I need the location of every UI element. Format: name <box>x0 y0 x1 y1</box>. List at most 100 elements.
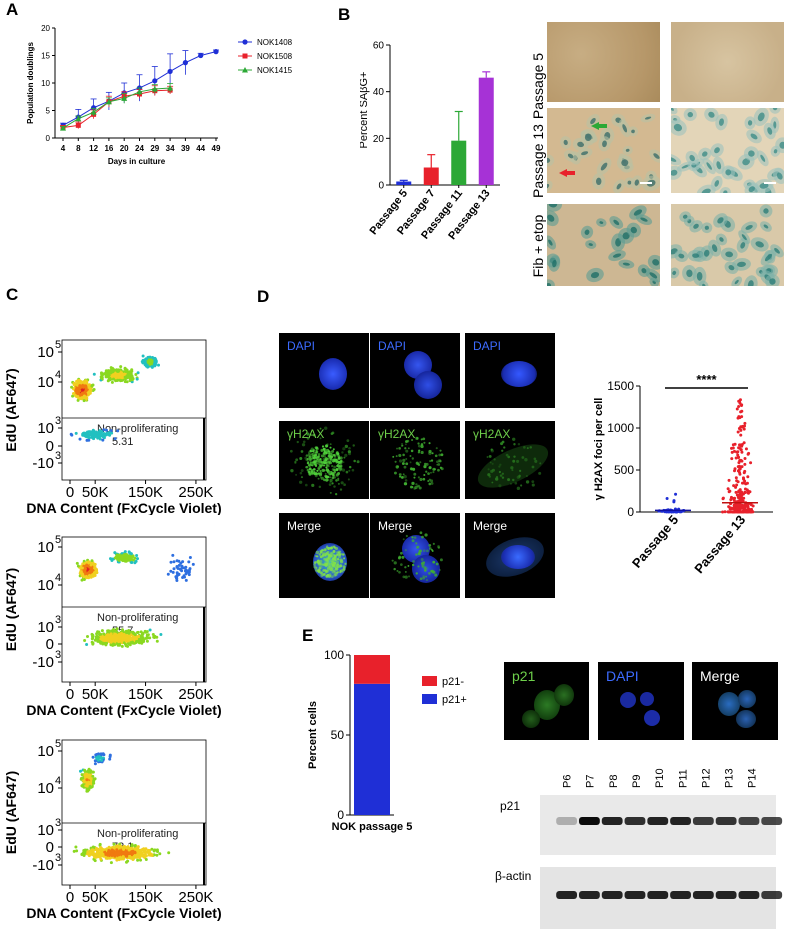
gh2ax-focus <box>401 462 405 466</box>
gh2ax-focus <box>332 550 336 553</box>
gh2ax-focus <box>320 548 324 552</box>
gh2ax-focus <box>343 456 346 459</box>
gh2ax-focus <box>335 564 339 567</box>
gh2ax-focus <box>406 439 410 443</box>
y-tick-label: 1500 <box>607 379 634 393</box>
flow-event <box>104 369 108 373</box>
gh2ax-focus <box>419 461 422 464</box>
gh2ax-focus <box>337 460 341 464</box>
cell-nucleus <box>613 219 620 226</box>
p21-band <box>556 817 578 825</box>
flow-event <box>142 847 146 851</box>
micrograph-p5-left <box>547 22 660 102</box>
flow-event <box>172 567 176 571</box>
gh2ax-focus <box>312 456 315 460</box>
flow-event <box>127 631 131 635</box>
gh2ax-focus <box>337 479 340 481</box>
x-tick-label: 250K <box>178 686 213 703</box>
gh2ax-focus <box>327 460 331 464</box>
gh2ax-focus <box>520 484 523 487</box>
flow-event <box>106 633 110 637</box>
cell-nucleus <box>627 180 632 185</box>
gh2ax-focus <box>411 481 415 486</box>
gh2ax-focus <box>328 471 332 474</box>
gh2ax-focus <box>348 452 352 456</box>
p21-percent-cells-chart: 0 50 100 Percent cells NOK passage 5 p21- p21+ <box>307 648 467 833</box>
legend-marker <box>242 53 248 59</box>
gh2ax-focus <box>412 560 415 563</box>
gh2ax-focus <box>339 550 342 553</box>
legend-marker <box>242 39 248 45</box>
data-point <box>738 458 742 462</box>
micrograph-p5-right <box>671 22 784 102</box>
data-point <box>729 498 733 502</box>
gh2ax-focus <box>421 565 424 568</box>
gh2ax-focus <box>339 560 344 564</box>
flow-event <box>135 554 139 557</box>
gh2ax-focus <box>335 493 338 496</box>
flow-event <box>120 555 124 559</box>
gh2ax-focus <box>353 459 356 463</box>
lane-label: P12 <box>700 768 712 788</box>
gh2ax-focus <box>428 451 432 455</box>
data-point <box>739 410 743 414</box>
gh2ax-focus <box>315 550 320 555</box>
gh2ax-focus <box>321 554 325 557</box>
flow-event <box>118 643 121 647</box>
gh2ax-focus <box>434 573 438 577</box>
flow-event <box>175 565 179 568</box>
gh2ax-focus <box>534 459 538 463</box>
gh2ax-focus <box>295 473 297 476</box>
cell-nucleus <box>581 151 589 156</box>
gate-label: Non-proliferating <box>97 612 178 624</box>
gh2ax-focus <box>491 462 494 465</box>
flow-event <box>113 854 117 858</box>
data-point <box>182 60 188 66</box>
cell-nucleus <box>671 157 677 162</box>
cell-nucleus <box>757 112 765 122</box>
gh2ax-focus <box>428 571 431 575</box>
legend-label: NOK1408 <box>257 38 293 47</box>
gh2ax-focus <box>306 457 309 460</box>
if-dapi-3: DAPI <box>465 333 555 408</box>
gh2ax-focus <box>523 446 526 449</box>
flow-event <box>131 640 134 644</box>
flow-event <box>100 629 104 633</box>
gh2ax-focus <box>438 568 441 571</box>
data-point <box>737 405 741 409</box>
if-dapi-1: DAPI <box>279 333 369 408</box>
p21-band <box>647 817 669 825</box>
cell-nucleus <box>672 270 677 275</box>
gh2ax-focus <box>402 575 406 579</box>
flow-event <box>110 853 114 857</box>
flow-event <box>100 848 104 852</box>
flow-event <box>84 575 88 578</box>
cell-nucleus <box>750 133 758 140</box>
flow-event <box>175 579 179 582</box>
gh2ax-focus <box>329 476 331 479</box>
x-tick-label: 44 <box>196 144 205 153</box>
flow-event <box>147 850 151 854</box>
data-point <box>743 510 747 514</box>
lane-label: P14 <box>747 768 759 788</box>
gh2ax-immunofluorescence-grid: DAPI DAPI DAPI γH2AX γH2AX γH2AX Merge M… <box>275 333 575 603</box>
cell-nucleus <box>596 177 602 186</box>
flow-event <box>130 368 134 372</box>
flow-event <box>91 641 95 645</box>
flow-event <box>114 638 118 642</box>
gh2ax-focus <box>342 565 346 569</box>
flow-event <box>109 369 113 372</box>
x-tick-label: 34 <box>166 144 175 153</box>
arrow-green-icon <box>591 122 607 130</box>
data-point <box>105 98 112 105</box>
flow-event <box>136 631 139 634</box>
flow-event <box>116 369 120 373</box>
legend-label: p21- <box>442 676 464 688</box>
flow-event <box>112 628 116 632</box>
data-point <box>740 510 744 514</box>
gh2ax-focus <box>414 485 418 490</box>
flow-event <box>103 850 107 854</box>
gh2ax-focus <box>417 442 420 445</box>
gh2ax-focus <box>399 475 402 478</box>
